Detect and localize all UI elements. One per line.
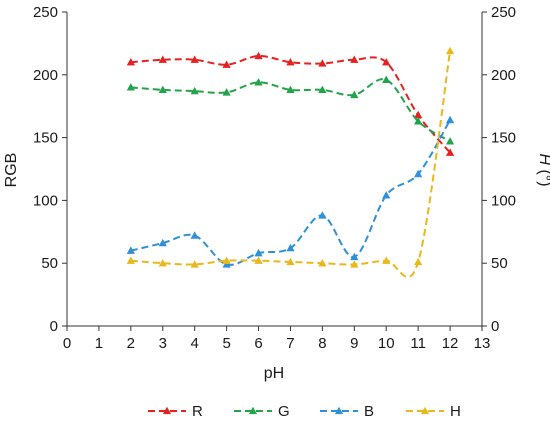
data-point-g — [254, 78, 263, 86]
data-point-h — [286, 257, 295, 266]
series-line-r — [130, 54, 451, 154]
series-b — [126, 115, 455, 268]
tick-labels: 0 1 2 3 4 5 6 7 8 9 10 11 12 130501001502002500501001… — [33, 4, 516, 352]
data-point-h — [350, 260, 359, 268]
x-tick-label: 2 — [127, 335, 135, 352]
y-right-tick-label: 150 — [491, 130, 516, 147]
data-point-h — [318, 258, 327, 267]
legend-item-r: R — [148, 403, 203, 420]
legend-item-g: G — [234, 403, 290, 420]
y-right-tick-label: 50 — [491, 255, 508, 272]
y-right-tick-label: 250 — [491, 4, 516, 21]
y-axis-right-title: H (°) — [536, 153, 550, 186]
data-point-g — [222, 88, 231, 96]
data-point-r — [414, 110, 423, 119]
data-point-b — [286, 243, 295, 252]
x-tick-label: 10 — [378, 335, 395, 352]
data-point-g — [286, 85, 295, 94]
data-point-b — [222, 260, 231, 268]
data-point-b — [126, 246, 135, 254]
y-left-tick-label: 50 — [41, 255, 58, 272]
x-tick-label: 0 — [63, 335, 71, 352]
data-point-h — [190, 260, 199, 268]
data-point-r — [445, 148, 455, 156]
y-left-tick-label: 0 — [50, 318, 58, 335]
data-point-r — [158, 55, 167, 63]
series-g — [126, 75, 455, 145]
series-line-b — [130, 119, 451, 266]
y-axis-left-title: RGB — [3, 153, 20, 188]
data-point-r — [190, 55, 199, 63]
series-h — [126, 46, 455, 279]
x-tick-label: 12 — [442, 335, 459, 352]
data-point-h — [158, 258, 167, 267]
series-r — [126, 51, 455, 156]
x-tick-label: 4 — [191, 335, 199, 352]
data-point-r — [318, 59, 327, 67]
data-point-g — [190, 86, 199, 95]
data-point-r — [254, 51, 263, 60]
data-point-b — [318, 211, 327, 219]
data-point-g — [445, 137, 455, 145]
legend-marker — [420, 406, 430, 415]
data-point-r — [350, 55, 359, 63]
series-lines — [126, 46, 455, 279]
y-axis-right-unit: (°) — [536, 165, 550, 187]
series-line-g — [130, 78, 451, 143]
data-point-b — [350, 252, 359, 261]
legend-label: G — [278, 403, 290, 420]
y-right-tick-label: 100 — [491, 192, 516, 209]
x-tick-label: 5 — [222, 335, 230, 352]
legend-item-b: B — [320, 403, 374, 420]
legend-marker — [334, 406, 344, 415]
x-tick-label: 3 — [159, 335, 167, 352]
data-point-r — [126, 58, 135, 66]
x-tick-label: 7 — [286, 335, 294, 352]
axes — [62, 11, 487, 331]
data-point-b — [158, 238, 167, 247]
x-tick-label: 6 — [254, 335, 262, 352]
data-point-b — [254, 248, 263, 257]
x-tick-label: 13 — [474, 335, 491, 352]
data-point-g — [158, 85, 167, 94]
data-point-r — [286, 58, 295, 66]
legend-marker — [162, 406, 172, 415]
data-point-b — [382, 191, 391, 199]
data-point-g — [318, 85, 327, 94]
data-point-h — [254, 256, 263, 264]
legend-item-h: H — [406, 403, 461, 420]
data-point-g — [414, 117, 423, 125]
data-point-g — [350, 90, 359, 99]
y-right-tick-label: 200 — [491, 67, 516, 84]
legend-label: B — [364, 403, 374, 420]
x-tick-label: 1 — [95, 335, 103, 352]
data-point-g — [126, 83, 135, 91]
data-point-r — [382, 58, 391, 66]
y-left-tick-label: 100 — [33, 192, 58, 209]
data-point-h — [222, 256, 231, 264]
y-right-tick-label: 0 — [491, 318, 499, 335]
data-point-h — [126, 256, 135, 264]
legend-marker — [248, 406, 258, 415]
data-point-b — [414, 169, 423, 178]
data-point-b — [445, 115, 455, 124]
data-point-h — [414, 257, 423, 266]
x-tick-label: 9 — [350, 335, 358, 352]
x-tick-label: 11 — [410, 335, 426, 352]
y-left-tick-label: 200 — [33, 67, 58, 84]
data-point-h — [382, 256, 391, 264]
data-point-r — [222, 60, 231, 68]
x-axis-title: pH — [264, 365, 284, 382]
y-left-tick-label: 250 — [33, 4, 58, 21]
x-tick-label: 8 — [318, 335, 326, 352]
data-point-g — [382, 75, 391, 84]
y-left-tick-label: 150 — [33, 130, 58, 147]
y-axis-right-symbol: H — [536, 153, 550, 165]
legend-label: R — [192, 403, 203, 420]
data-point-h — [445, 46, 455, 55]
legend-label: H — [450, 403, 461, 420]
data-point-b — [190, 231, 199, 239]
